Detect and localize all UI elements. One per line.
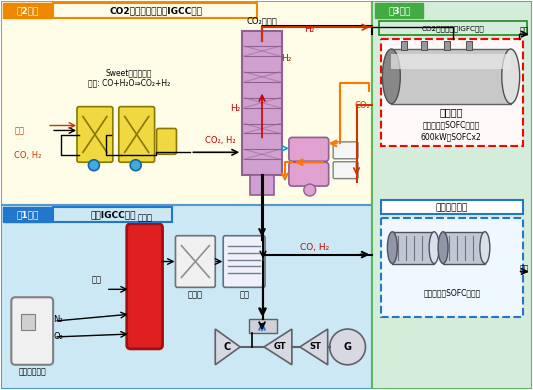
Text: O₂: O₂ bbox=[53, 333, 63, 342]
Bar bbox=[443, 232, 485, 264]
Bar bbox=[382, 39, 523, 146]
Text: ST: ST bbox=[310, 342, 322, 351]
Bar bbox=[249, 319, 277, 333]
Bar bbox=[53, 207, 173, 222]
Bar bbox=[382, 218, 523, 317]
Text: H₂: H₂ bbox=[281, 55, 291, 64]
Text: 燃料电池: 燃料电池 bbox=[439, 108, 463, 118]
Bar bbox=[401, 41, 407, 50]
Text: H₂: H₂ bbox=[304, 25, 315, 34]
Text: N₂: N₂ bbox=[53, 315, 63, 324]
Text: C: C bbox=[223, 342, 231, 352]
Bar bbox=[53, 4, 257, 18]
Text: G: G bbox=[344, 342, 352, 352]
Text: 吹氧IGCC验证: 吹氧IGCC验证 bbox=[90, 210, 135, 219]
Bar bbox=[242, 31, 282, 175]
Text: 废气: 废气 bbox=[520, 27, 529, 35]
Text: CO₂, H₂: CO₂, H₂ bbox=[205, 136, 236, 145]
Text: GT: GT bbox=[273, 342, 286, 351]
Bar bbox=[391, 54, 511, 69]
Text: 第1阶段: 第1阶段 bbox=[16, 210, 38, 219]
Text: 气体净化试验: 气体净化试验 bbox=[436, 204, 468, 213]
Polygon shape bbox=[215, 329, 240, 365]
Bar bbox=[2, 205, 373, 388]
FancyBboxPatch shape bbox=[119, 106, 155, 162]
Text: 600kW级SOFCx2: 600kW级SOFCx2 bbox=[421, 132, 481, 141]
FancyBboxPatch shape bbox=[333, 162, 358, 179]
FancyBboxPatch shape bbox=[127, 224, 163, 349]
FancyBboxPatch shape bbox=[175, 236, 215, 287]
Text: 气化炉: 气化炉 bbox=[137, 213, 152, 222]
Circle shape bbox=[130, 160, 141, 171]
Bar bbox=[375, 4, 423, 18]
Text: CO₂回收塔: CO₂回收塔 bbox=[247, 17, 277, 26]
Text: CO, H₂: CO, H₂ bbox=[14, 151, 42, 160]
Ellipse shape bbox=[429, 232, 439, 264]
Ellipse shape bbox=[382, 49, 400, 104]
Bar bbox=[379, 21, 527, 35]
Bar bbox=[382, 200, 523, 214]
Circle shape bbox=[88, 160, 99, 171]
Text: CO₂: CO₂ bbox=[354, 101, 370, 110]
FancyBboxPatch shape bbox=[77, 106, 113, 162]
Ellipse shape bbox=[480, 232, 490, 264]
Bar bbox=[21, 314, 35, 330]
Bar bbox=[2, 2, 373, 205]
Text: Sweet转换反应器: Sweet转换反应器 bbox=[106, 68, 152, 77]
Polygon shape bbox=[300, 329, 328, 365]
Ellipse shape bbox=[438, 232, 448, 264]
Bar bbox=[3, 207, 51, 222]
Bar bbox=[3, 4, 51, 18]
Ellipse shape bbox=[387, 232, 397, 264]
Ellipse shape bbox=[502, 49, 520, 104]
Text: H₂: H₂ bbox=[230, 104, 240, 113]
Circle shape bbox=[304, 184, 316, 196]
Bar bbox=[444, 41, 450, 50]
FancyBboxPatch shape bbox=[289, 137, 329, 161]
Circle shape bbox=[330, 329, 366, 365]
FancyBboxPatch shape bbox=[157, 128, 176, 154]
Text: 废气: 废气 bbox=[520, 264, 529, 273]
Polygon shape bbox=[264, 329, 292, 365]
FancyBboxPatch shape bbox=[11, 297, 53, 365]
Bar bbox=[421, 41, 427, 50]
Text: 蒸气: 蒸气 bbox=[14, 126, 25, 135]
Text: 第2阶段: 第2阶段 bbox=[16, 7, 38, 16]
Text: 脱硫: 脱硫 bbox=[239, 291, 249, 300]
Text: 水洗炉: 水洗炉 bbox=[188, 291, 203, 300]
Bar bbox=[466, 41, 472, 50]
Text: 煤炭: 煤炭 bbox=[92, 275, 102, 284]
Text: 燃料电池（SOFC）设备: 燃料电池（SOFC）设备 bbox=[423, 120, 480, 129]
FancyBboxPatch shape bbox=[333, 142, 358, 159]
FancyBboxPatch shape bbox=[289, 162, 329, 186]
FancyBboxPatch shape bbox=[223, 236, 265, 287]
Bar bbox=[392, 232, 434, 264]
Text: 燃料电池（SOFC）设备: 燃料电池（SOFC）设备 bbox=[423, 289, 481, 298]
Text: CO2分离回收型IGFC验证: CO2分离回收型IGFC验证 bbox=[422, 26, 484, 32]
Text: 反应: CO+H₂O⇒CO₂+H₂: 反应: CO+H₂O⇒CO₂+H₂ bbox=[87, 78, 170, 87]
Text: 空气分离设备: 空气分离设备 bbox=[18, 367, 46, 376]
Bar bbox=[373, 2, 531, 388]
Bar bbox=[250, 175, 274, 195]
Text: 第3阶段: 第3阶段 bbox=[388, 7, 410, 16]
Text: CO, H₂: CO, H₂ bbox=[300, 243, 329, 252]
Bar bbox=[391, 49, 511, 104]
Text: CO2分离回收型吹氧IGCC验证: CO2分离回收型吹氧IGCC验证 bbox=[109, 7, 202, 16]
